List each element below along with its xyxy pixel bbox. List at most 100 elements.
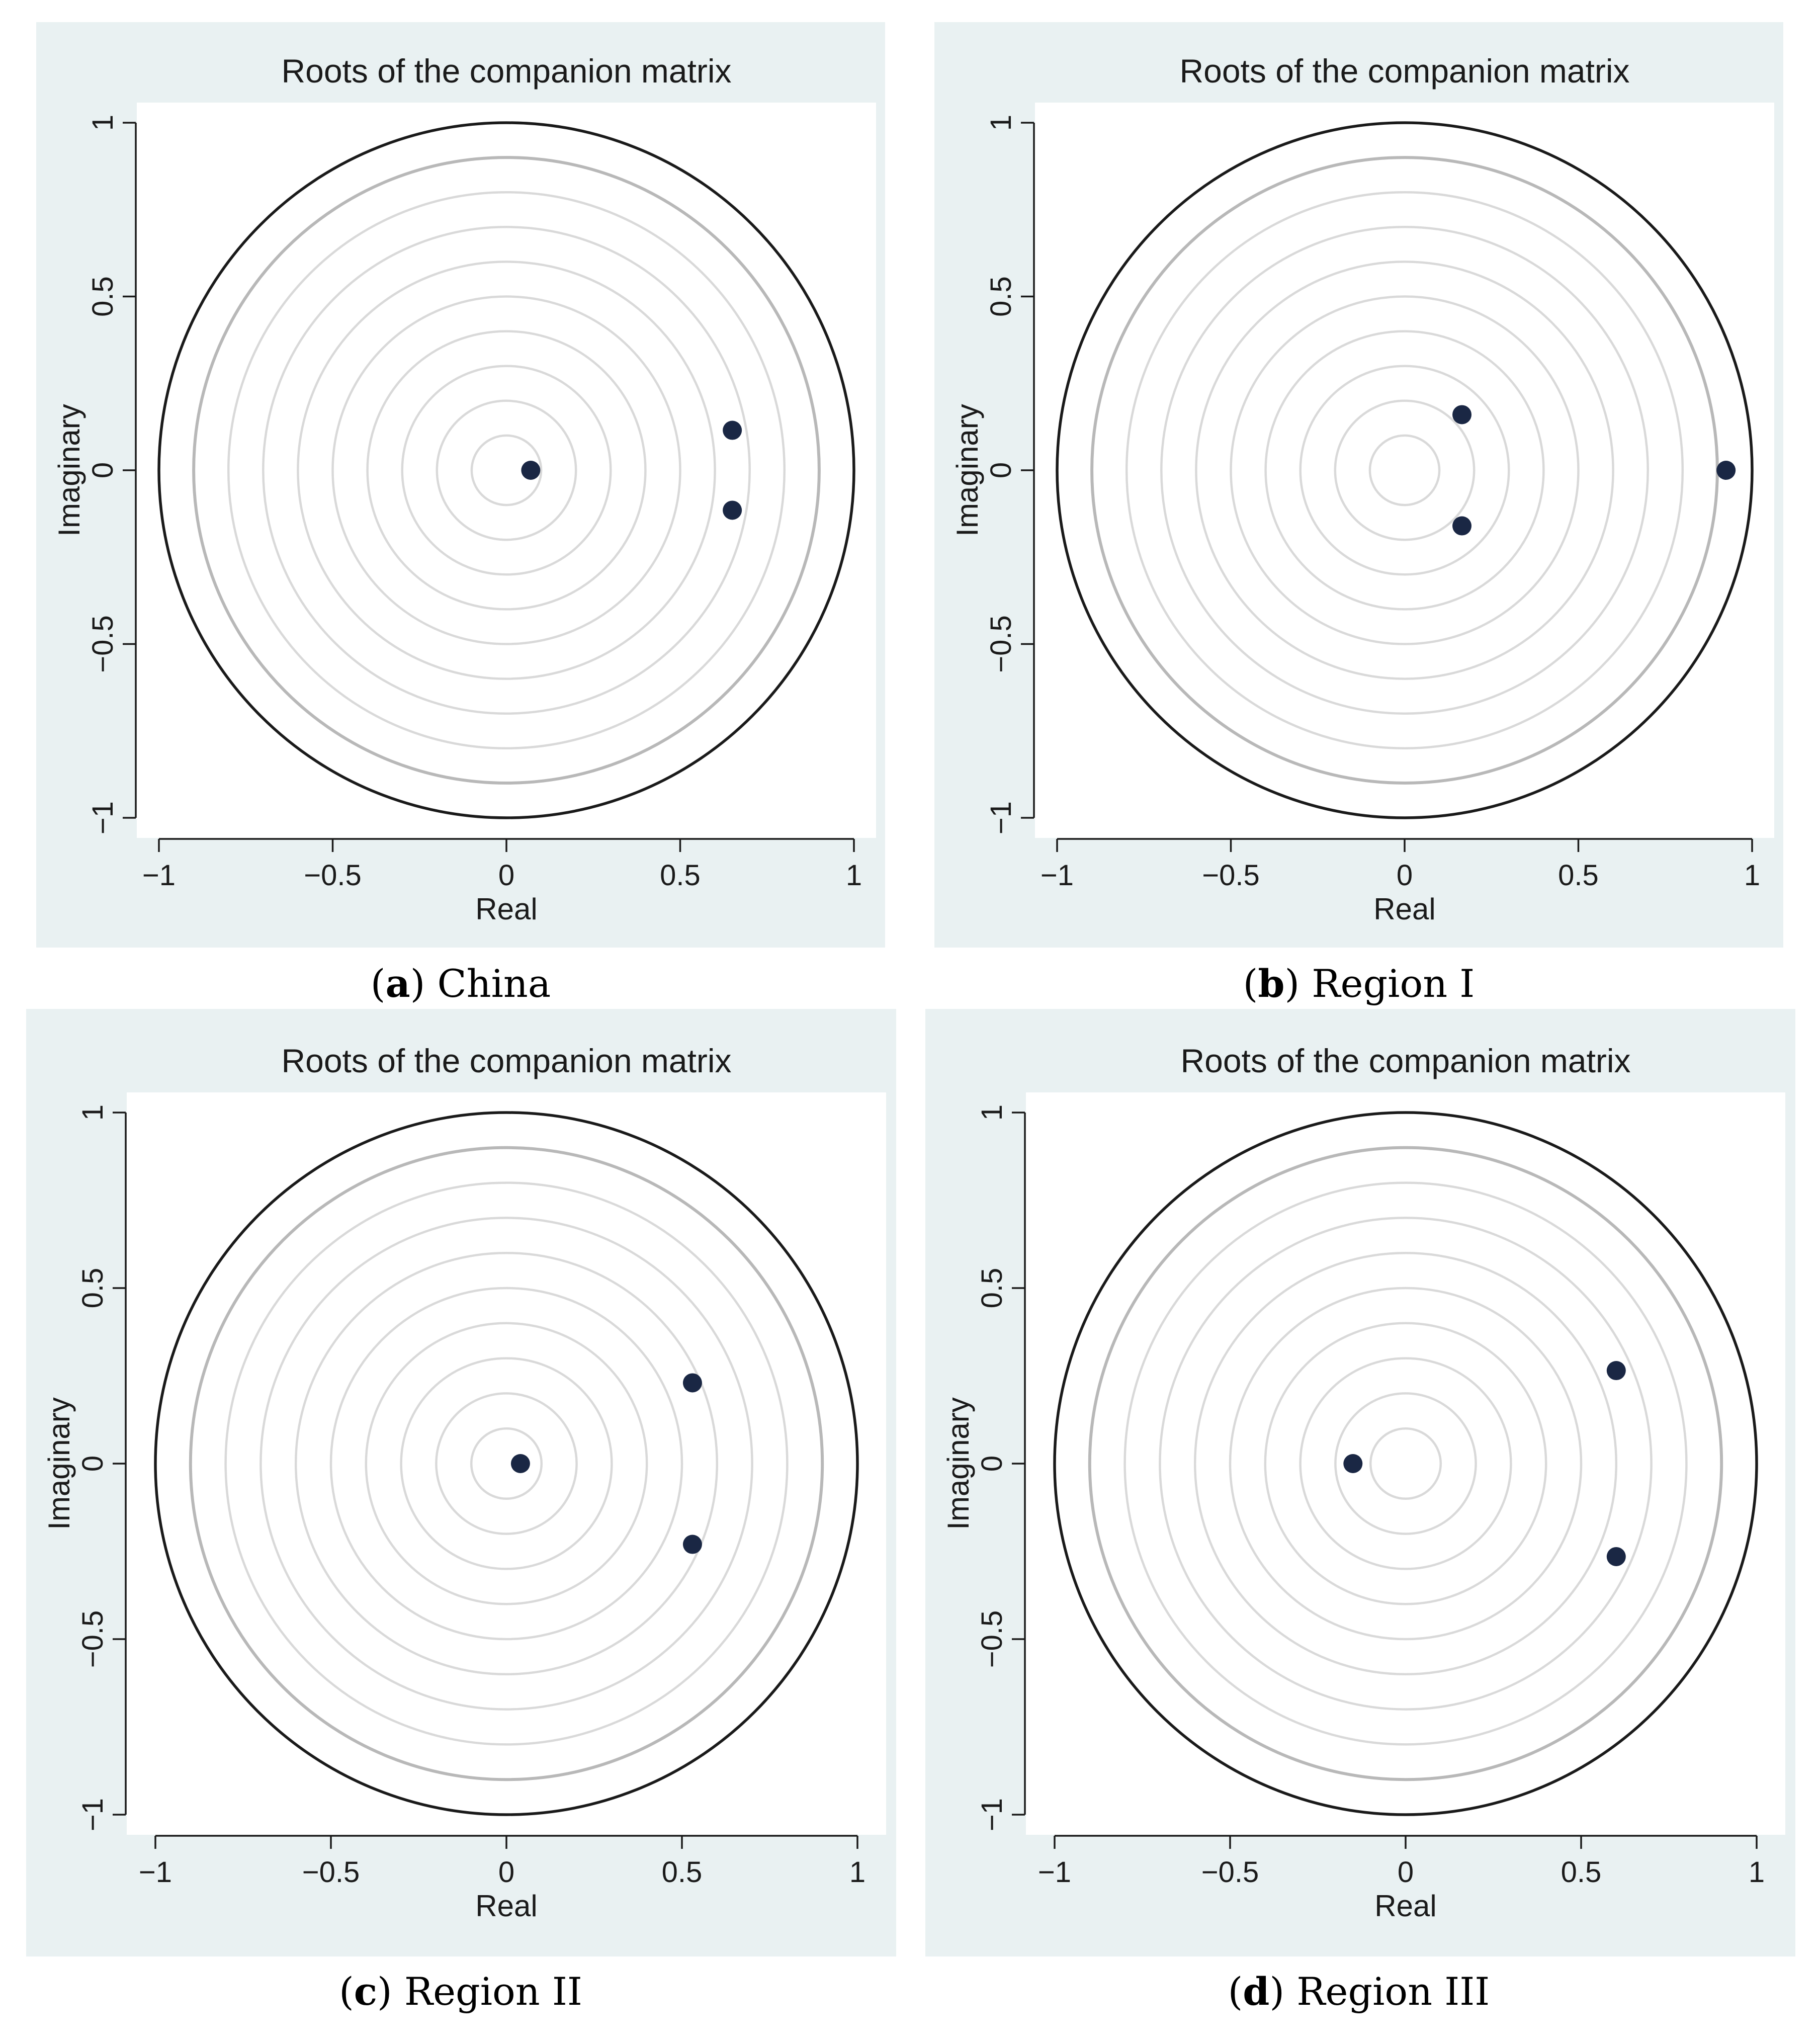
y-tick-label: −1 bbox=[76, 1798, 109, 1831]
root-point bbox=[1716, 461, 1736, 480]
y-tick-label: 1 bbox=[76, 1104, 109, 1121]
unit-circle bbox=[154, 1111, 859, 1816]
x-tick-label: 1 bbox=[849, 1856, 865, 1889]
root-point bbox=[510, 1454, 530, 1473]
plot-area bbox=[1026, 1092, 1785, 1835]
unit-circle bbox=[157, 121, 855, 819]
y-tick-label: 0.5 bbox=[985, 276, 1017, 317]
caption-region-iii: (d) Region III bbox=[1228, 1969, 1490, 2014]
y-tick-label: 0 bbox=[976, 1456, 1008, 1472]
y-axis-title: Imaginary bbox=[941, 1397, 975, 1529]
grid-circle bbox=[1229, 1287, 1583, 1641]
y-tick-label: 0.5 bbox=[76, 1268, 109, 1309]
root-point bbox=[1343, 1454, 1363, 1473]
grid-circle bbox=[262, 226, 751, 715]
caption-name: Region III bbox=[1296, 1969, 1490, 2014]
x-tick-label: −1 bbox=[1038, 1856, 1071, 1889]
root-point bbox=[682, 1535, 702, 1554]
caption-china: (a) China bbox=[370, 961, 551, 1006]
grid-circle bbox=[1299, 365, 1510, 576]
grid-circle bbox=[331, 295, 681, 645]
root-point bbox=[521, 461, 541, 480]
x-tick-label: −0.5 bbox=[1201, 1856, 1259, 1889]
grid-circle bbox=[1368, 434, 1441, 506]
caption-name: Region I bbox=[1312, 961, 1475, 1006]
grid-circle bbox=[1334, 1392, 1477, 1535]
grid-circle bbox=[1299, 1357, 1512, 1570]
caption-name: Region II bbox=[404, 1969, 582, 2014]
caption-region-i: (b) Region I bbox=[1243, 961, 1475, 1006]
root-point bbox=[1606, 1547, 1626, 1566]
x-tick-label: 1 bbox=[1749, 1856, 1765, 1889]
y-axis-title: Imaginary bbox=[52, 404, 86, 536]
y-tick-label: −0.5 bbox=[86, 615, 119, 673]
grid-circle bbox=[1195, 261, 1614, 680]
grid-circle bbox=[189, 1146, 824, 1781]
grid-circle bbox=[192, 156, 821, 785]
plot-area bbox=[137, 103, 876, 838]
caption-letter: a bbox=[385, 961, 410, 1006]
grid-circle bbox=[1159, 1217, 1653, 1711]
y-axis-title: Imaginary bbox=[42, 1397, 76, 1529]
grid-circle bbox=[470, 434, 543, 506]
caption-region-ii: (c) Region II bbox=[339, 1969, 582, 2014]
chart-title: Roots of the companion matrix bbox=[281, 52, 731, 90]
x-tick-label: 0 bbox=[498, 1856, 514, 1889]
x-tick-label: −1 bbox=[1041, 859, 1074, 892]
unit-circle bbox=[1056, 121, 1754, 819]
grid-circle bbox=[1369, 1427, 1442, 1500]
y-tick-label: −0.5 bbox=[985, 615, 1017, 673]
y-tick-label: 1 bbox=[86, 115, 119, 131]
y-tick-label: −0.5 bbox=[76, 1610, 109, 1668]
x-tick-label: 0.5 bbox=[1561, 1856, 1602, 1889]
plot-area bbox=[1035, 103, 1774, 838]
x-tick-label: 0 bbox=[1398, 1856, 1414, 1889]
chart-title: Roots of the companion matrix bbox=[1179, 52, 1629, 90]
grid-circle bbox=[259, 1217, 753, 1711]
grid-circle bbox=[365, 1322, 648, 1605]
x-tick-label: 0 bbox=[1397, 859, 1413, 892]
caption-letter: b bbox=[1258, 961, 1285, 1006]
x-axis-title: Real bbox=[475, 1889, 537, 1923]
x-axis-title: Real bbox=[475, 892, 537, 926]
y-tick-label: 0.5 bbox=[976, 1268, 1008, 1309]
unit-circle bbox=[1053, 1111, 1758, 1816]
grid-circle bbox=[1230, 295, 1580, 645]
chart-title: Roots of the companion matrix bbox=[1180, 1042, 1630, 1079]
grid-circle bbox=[1264, 330, 1545, 611]
y-tick-label: 1 bbox=[985, 115, 1017, 131]
chart-title: Roots of the companion matrix bbox=[281, 1042, 731, 1079]
grid-circle bbox=[400, 1357, 613, 1570]
y-axis-title: Imaginary bbox=[950, 404, 984, 536]
root-point bbox=[1452, 405, 1472, 424]
grid-circle bbox=[297, 261, 716, 680]
grid-circle bbox=[1088, 1146, 1723, 1781]
grid-circle bbox=[366, 330, 647, 611]
x-axis-title: Real bbox=[1374, 1889, 1436, 1923]
chart-panel-china: −1 −0.5 0 0.5 1 −1 −0.5 0 0.5 1 Real Imaginary Roots… bbox=[36, 22, 885, 948]
grid-circle bbox=[1334, 399, 1476, 541]
grid-circle bbox=[435, 1392, 578, 1535]
x-tick-label: 0.5 bbox=[1558, 859, 1599, 892]
x-tick-label: 0.5 bbox=[660, 859, 701, 892]
x-tick-label: −0.5 bbox=[1202, 859, 1260, 892]
grid-circle bbox=[1160, 226, 1649, 715]
grid-circle bbox=[329, 1287, 683, 1641]
grid-circle bbox=[436, 399, 577, 541]
grid-circle bbox=[401, 365, 612, 576]
root-point bbox=[682, 1373, 702, 1393]
y-tick-label: 0 bbox=[985, 462, 1017, 478]
y-tick-label: 0 bbox=[76, 1456, 109, 1472]
chart-panel-region-iii: −1 −0.5 0 0.5 1 −1 −0.5 0 0.5 1 Real Imaginary Roots… bbox=[925, 1009, 1795, 1956]
grid-circle bbox=[1264, 1322, 1547, 1605]
plot-area bbox=[127, 1092, 886, 1835]
root-point bbox=[1452, 516, 1472, 536]
caption-letter: c bbox=[354, 1969, 378, 2014]
root-point bbox=[723, 500, 742, 520]
x-tick-label: 1 bbox=[1744, 859, 1760, 892]
y-tick-label: 0 bbox=[86, 462, 119, 478]
grid-circle bbox=[227, 191, 786, 750]
y-tick-label: 0.5 bbox=[86, 276, 119, 317]
x-tick-label: −1 bbox=[142, 859, 176, 892]
x-tick-label: 1 bbox=[846, 859, 862, 892]
